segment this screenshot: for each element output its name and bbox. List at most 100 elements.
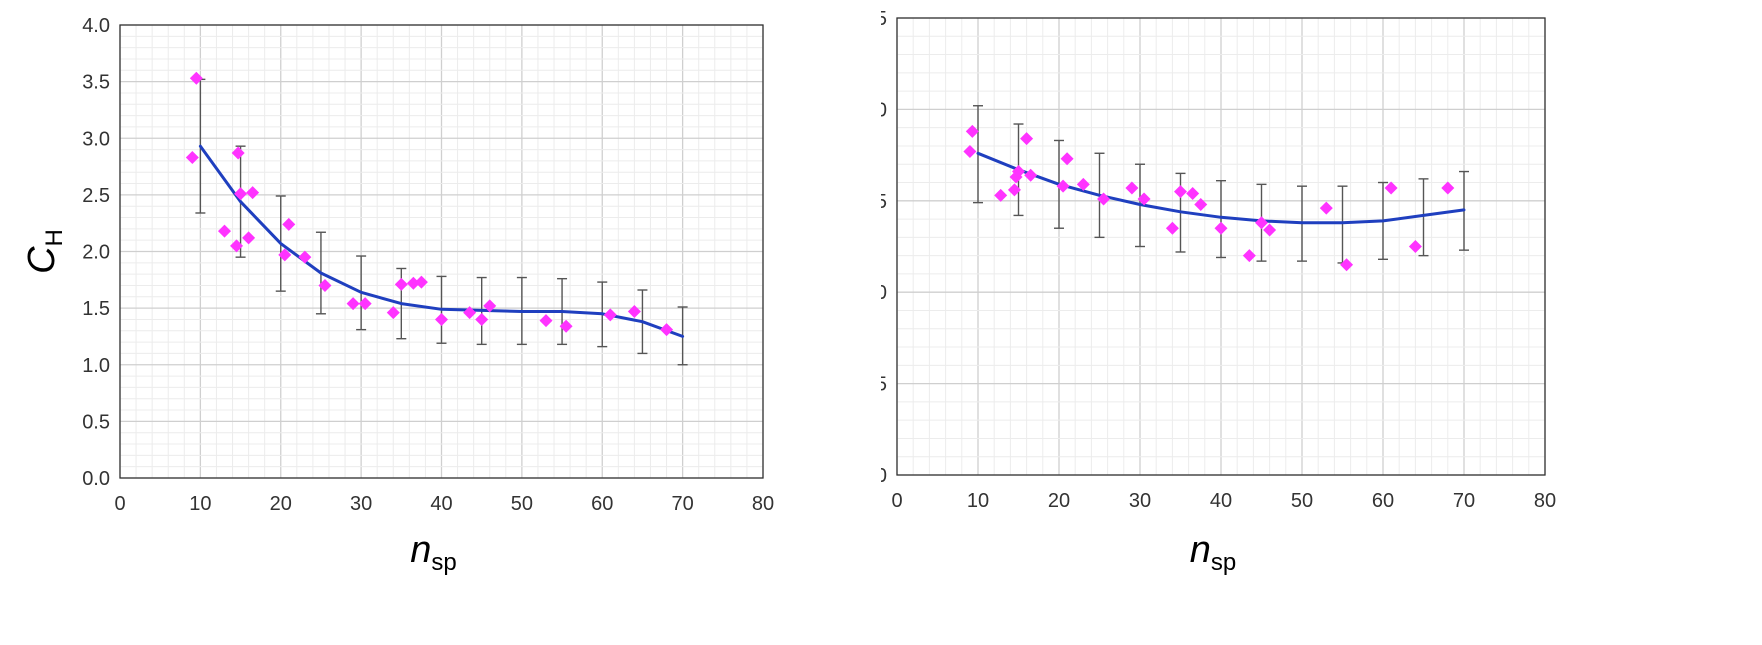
chart-ch-data-point [463,306,477,320]
chart-ch-fit-line [198,144,685,338]
chart-ch-y-tick-label: 3.5 [82,72,110,94]
chart-ch-x-tick-label: 70 [672,493,694,515]
chart-ch-data-point [282,217,296,231]
chart-cq-points [963,124,1455,272]
chart-ch-data-point [539,314,553,328]
chart-cq-data-point [1007,183,1021,197]
chart-cq-data-point [1384,181,1398,195]
chart-cq-x-tick-label: 30 [1129,490,1151,512]
chart-cq-x-axis-label-sub: sp [1211,549,1236,576]
chart-ch-data-point [435,312,448,326]
chart-cq-data-point [1060,152,1074,166]
chart-ch-y-tick-label: 2.0 [82,242,110,264]
chart-ch-x-axis-label-sub: sp [431,549,456,576]
chart-ch-data-point [358,297,372,311]
chart-ch-svg: 0 10 20 30 40 50 60 70 80 0.0 0.5 1.0 1.5 2.0 2.5 3.0 3.… [21,15,774,576]
chart-ch-data-point [185,151,199,165]
chart-ch-points [185,71,674,337]
chart-cq-x-tick-label: 80 [1534,490,1556,512]
chart-ch-y-tick-label: 1.5 [82,298,110,320]
chart-ch-data-point [346,297,360,311]
chart-ch-data-point [414,275,428,289]
chart-ch-data-point [660,323,674,337]
chart-ch-data-point [234,187,248,201]
chart-cq-data-point [1408,240,1422,253]
chart-cq-data-point [1076,177,1090,191]
chart-ch-x-tick-label: 0 [114,493,125,515]
chart-ch-data-point [242,231,256,245]
chart-cq-data-point [1020,132,1034,146]
chart-cq-data-point [1097,192,1111,206]
chart-ch-x-tick-label: 60 [591,493,613,515]
chart-cq-y-tick-label: 2.0 [881,99,887,121]
chart-ch-data-point [318,278,332,292]
chart-ch-x-axis-label-main: n [410,529,431,571]
chart-ch-x-tick-label: 10 [189,493,211,515]
chart-ch-errorbars [195,78,688,366]
chart-cq-x-axis-label-main: n [1190,529,1211,571]
chart-cq-y-tick-label: 2.5 [881,8,887,30]
chart-ch-x-tick-label: 80 [752,493,774,515]
chart-cq-x-tick-label: 60 [1372,490,1394,512]
chart-cq-errorbars [973,105,1469,264]
chart-ch-data-point [483,299,497,313]
chart-ch-y-tick-label: 3.0 [82,128,110,150]
chart-cq-data-point [1174,185,1187,199]
chart-cq-x-tick-label: 10 [967,490,989,512]
chart-cq-x-tick-label: 40 [1210,490,1232,512]
chart-cq-data-point [1319,201,1333,215]
chart-ch-x-tick-label: 40 [430,493,452,515]
chart-ch-data-point [386,306,400,320]
chart-cq-y-tick-label: 1.0 [881,282,887,304]
chart-cq-x-tick-label: 0 [891,490,902,512]
chart-ch-data-point [278,248,292,262]
chart-ch-x-tick-label: 30 [350,493,372,515]
chart-ch-x-tick-label: 20 [270,493,292,515]
chart-ch-data-point [217,224,231,238]
chart-cq-data-point [994,188,1008,202]
chart-cq-x-axis-label: nsp [1190,529,1237,576]
chart-cq-x-tick-label: 50 [1291,490,1313,512]
chart-ch-x-tick-label: 50 [511,493,533,515]
chart-cq-data-point [1194,197,1208,211]
chart-cq-y-tick-label: 0.5 [881,374,887,396]
chart-ch-data-point [246,186,260,200]
chart-ch-y-axis-label-main: C [21,246,63,274]
chart-ch-grid [119,24,764,479]
chart-ch-x-axis-label: nsp [410,529,457,576]
chart-cq-data-point [1137,192,1151,206]
chart-ch-data-point [231,146,245,160]
chart-ch-y-tick-label: 1.0 [82,355,110,377]
chart-cq-data-point [1012,165,1025,179]
chart-cq-x-tick-label: 20 [1048,490,1070,512]
chart-cq-data-point [1024,168,1038,182]
chart-ch-data-point [475,312,489,326]
chart-cq-data-point [1165,221,1179,235]
chart-ch-data-point [559,319,573,333]
chart-cq-data-point [1125,181,1139,195]
chart-ch-data-point [298,250,312,264]
chart-cq-errorbar [1418,178,1429,257]
chart-ch-y-axis-label-sub: H [41,229,68,246]
chart-ch: 0 10 20 30 40 50 60 70 80 0.0 0.5 1.0 1.5 2.0 2.5 3.0 3.… [21,15,774,576]
chart-cq-data-point [1186,186,1200,200]
chart-cq-x-tick-label: 70 [1453,490,1475,512]
chart-cq-errorbar [1216,179,1226,259]
chart-ch-y-tick-label: 2.5 [82,185,110,207]
chart-cq-data-point [1340,258,1354,272]
chart-ch-y-tick-label: 0.0 [82,468,110,490]
chart-cq-frame [896,17,1546,476]
chart-ch-data-point [189,71,203,85]
chart-cq-y-tick-label: 1.5 [881,191,887,213]
chart-cq-data-point [1441,181,1455,195]
chart-cq-data-point [1242,249,1256,263]
chart-cq-data-point [965,124,979,138]
chart-ch-y-axis-label: CH [21,229,68,274]
chart-ch-y-tick-label: 0.5 [82,411,110,433]
chart-ch-data-point [603,308,617,322]
chart-ch-data-point [406,276,420,290]
chart-cq-data-point [963,144,977,158]
chart-ch-data-point [394,277,408,291]
